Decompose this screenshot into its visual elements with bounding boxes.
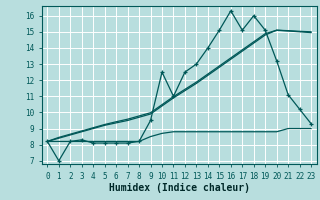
X-axis label: Humidex (Indice chaleur): Humidex (Indice chaleur) [109, 183, 250, 193]
